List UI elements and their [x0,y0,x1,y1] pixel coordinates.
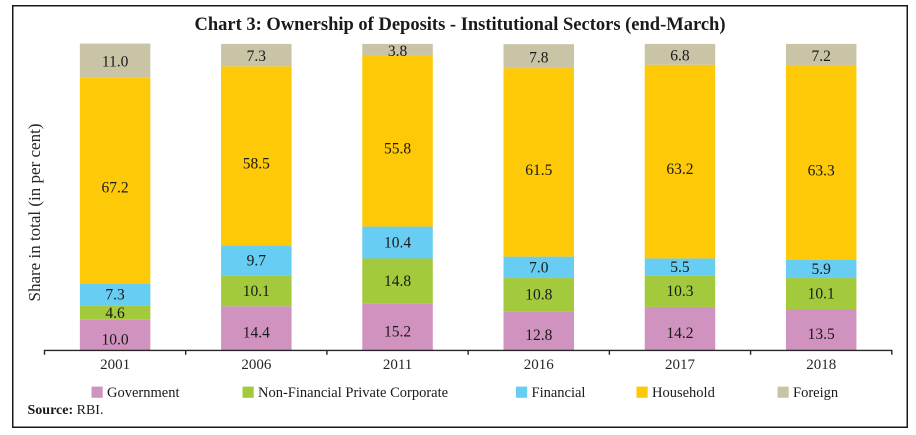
svg-text:63.2: 63.2 [666,161,693,178]
svg-text:2016: 2016 [524,357,555,373]
svg-text:2018: 2018 [806,357,836,373]
svg-text:3.8: 3.8 [388,43,408,60]
svg-text:14.2: 14.2 [666,325,693,342]
svg-text:12.8: 12.8 [525,327,552,344]
svg-text:61.5: 61.5 [525,162,552,179]
svg-text:Financial: Financial [532,385,586,401]
svg-text:11.0: 11.0 [102,54,129,71]
svg-text:2017: 2017 [665,357,696,373]
svg-text:7.0: 7.0 [529,259,549,276]
svg-text:10.0: 10.0 [102,331,129,348]
svg-text:10.4: 10.4 [384,235,411,252]
svg-text:Chart 3: Ownership of Deposits: Chart 3: Ownership of Deposits - Institu… [195,15,726,35]
svg-text:5.5: 5.5 [670,259,690,276]
svg-text:7.8: 7.8 [529,49,549,66]
svg-text:63.3: 63.3 [808,162,835,179]
svg-text:58.5: 58.5 [243,155,270,172]
svg-text:14.4: 14.4 [243,325,270,342]
svg-text:4.6: 4.6 [105,305,125,322]
svg-text:Non-Financial Private Corporat: Non-Financial Private Corporate [258,385,448,401]
svg-text:6.8: 6.8 [670,47,690,64]
svg-text:13.5: 13.5 [808,326,835,343]
svg-text:10.1: 10.1 [808,286,835,303]
svg-text:Government: Government [107,385,179,401]
svg-text:9.7: 9.7 [247,252,267,269]
svg-text:15.2: 15.2 [384,323,411,340]
svg-text:5.9: 5.9 [812,261,832,278]
svg-text:Share in total (in per cent): Share in total (in per cent) [25,124,44,302]
svg-text:14.8: 14.8 [384,273,411,290]
svg-text:Foreign: Foreign [793,385,839,401]
svg-text:10.8: 10.8 [525,287,552,304]
svg-text:55.8: 55.8 [384,140,411,157]
svg-text:Household: Household [652,385,716,401]
svg-text:Source: RBI.: Source: RBI. [28,403,104,418]
svg-text:7.3: 7.3 [105,286,125,303]
svg-text:7.3: 7.3 [247,48,267,65]
svg-text:10.1: 10.1 [243,283,270,300]
svg-text:7.2: 7.2 [812,48,831,65]
svg-text:2001: 2001 [100,357,130,373]
svg-text:2006: 2006 [241,357,272,373]
svg-text:2011: 2011 [383,357,412,373]
svg-text:10.3: 10.3 [666,283,693,300]
svg-text:67.2: 67.2 [102,180,129,197]
